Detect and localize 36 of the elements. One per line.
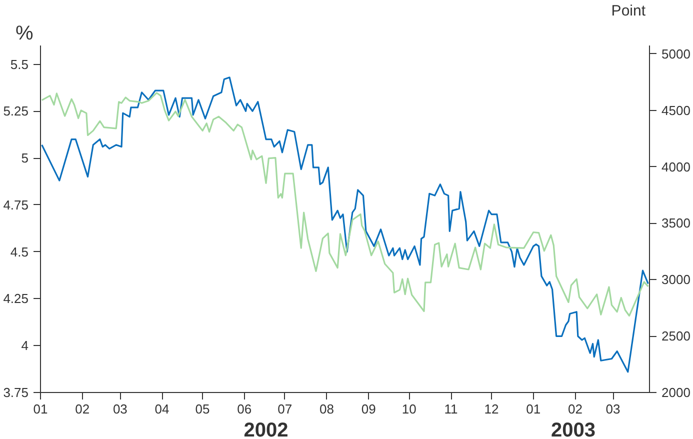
x-tick-label: 11 bbox=[444, 402, 458, 416]
x-tick-label: 04 bbox=[154, 402, 170, 416]
x-tick-label: 10 bbox=[402, 402, 416, 416]
y-tick-label: 4.25 bbox=[3, 291, 29, 306]
y-axis-title: % bbox=[16, 22, 34, 44]
y-tick-label: 5 bbox=[21, 150, 29, 166]
x-tick-label: 12 bbox=[484, 402, 499, 416]
y-tick-label: 4.75 bbox=[3, 197, 29, 212]
y2-tick-label: 4500 bbox=[662, 102, 690, 118]
y-tick-label: 3.75 bbox=[3, 385, 29, 400]
line-series bbox=[41, 92, 649, 317]
x-tick-label: 01 bbox=[33, 402, 48, 416]
y2-axis-title: Point bbox=[611, 2, 646, 20]
x-tick-label: 03 bbox=[606, 402, 620, 416]
y-tick-label: 4 bbox=[21, 338, 29, 354]
text: 2003 bbox=[550, 420, 596, 439]
x-tick-label: 05 bbox=[195, 402, 210, 416]
y2-tick-label: 3000 bbox=[662, 272, 690, 288]
x-tick-label: 06 bbox=[237, 402, 252, 416]
x-tick-label: 09 bbox=[361, 402, 376, 416]
line-series bbox=[41, 76, 649, 373]
x-tick-label: 07 bbox=[278, 402, 292, 416]
x-tick-label: 01 bbox=[526, 402, 541, 416]
x-tick-label: 08 bbox=[320, 402, 334, 416]
text: 2002 bbox=[244, 420, 288, 439]
y2-tick-label: 4000 bbox=[662, 159, 690, 174]
x-tick-label: 02 bbox=[75, 402, 90, 416]
y-tick-label: 4.5 bbox=[10, 244, 29, 260]
y2-tick-label: 3500 bbox=[662, 216, 690, 231]
y2-tick-label: 2000 bbox=[662, 385, 690, 400]
x-tick-label: 03 bbox=[112, 402, 128, 416]
y2-tick-label: 2500 bbox=[662, 328, 690, 344]
y-tick-label: 5.25 bbox=[3, 104, 29, 119]
y2-tick-label: 5000 bbox=[662, 46, 690, 62]
x-tick-label: 02 bbox=[568, 402, 582, 416]
y-tick-label: 5.5 bbox=[10, 56, 29, 72]
